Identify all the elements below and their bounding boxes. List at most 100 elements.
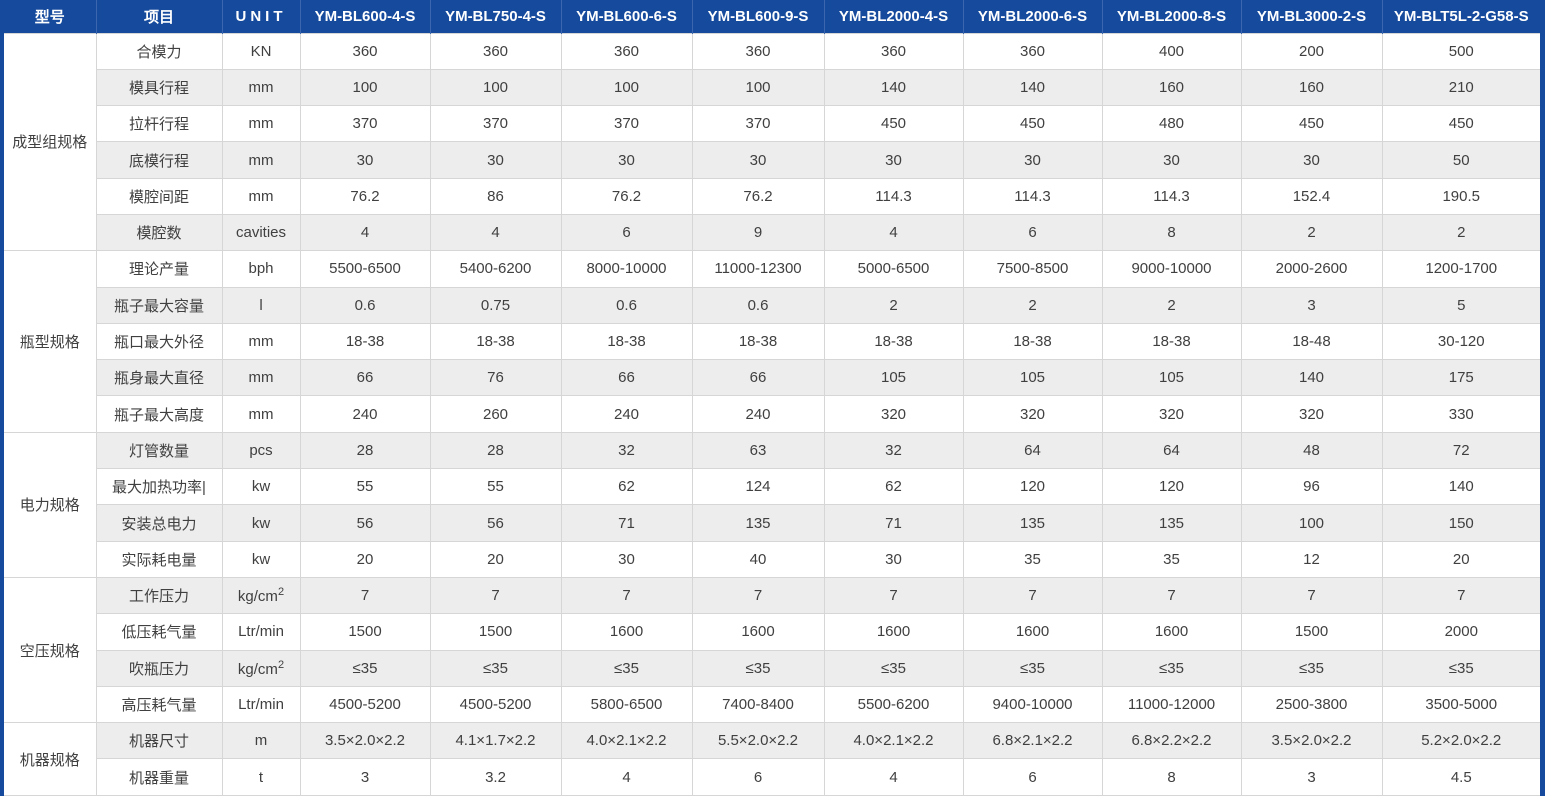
spec-value-cell: 1600: [962, 613, 1103, 651]
spec-value-cell: 0.6: [691, 286, 825, 324]
spec-value-cell: 320: [823, 395, 964, 433]
spec-item-label: 高压耗气量: [95, 685, 223, 724]
spec-value-cell: 5.5×2.0×2.2: [691, 722, 825, 760]
spec-value-cell: 120: [1101, 468, 1242, 506]
table-row: 拉杆行程 mm 370 370 370 370 450 450 480 450 450: [4, 105, 1540, 143]
machine-spec-table: 型号 项目 UNIT YM-BL600-4-S YM-BL750-4-S YM-BL…: [4, 0, 1540, 796]
spec-value-cell: 40: [691, 540, 825, 578]
spec-value-cell: 370: [299, 105, 431, 143]
spec-value-cell: 7: [691, 576, 825, 615]
spec-value-cell: 12: [1240, 540, 1383, 578]
spec-value-cell: 114.3: [1101, 177, 1242, 215]
spec-value-cell: 63: [691, 431, 825, 470]
spec-value-cell: 8000-10000: [560, 250, 693, 288]
spec-unit-label: cavities: [221, 213, 301, 252]
column-header-model: YM-BL600-6-S: [560, 0, 692, 33]
spec-value-cell: ≤35: [1381, 649, 1540, 687]
row-group-label: 空压规格: [4, 576, 97, 724]
spec-value-cell: 6: [560, 213, 693, 252]
spec-value-cell: 360: [691, 32, 825, 70]
spec-value-cell: 30: [691, 141, 825, 179]
spec-value-cell: 35: [962, 540, 1103, 578]
spec-value-cell: 62: [560, 468, 693, 506]
spec-item-label: 瓶子最大高度: [95, 395, 223, 433]
table-row: 模腔间距 mm 76.2 86 76.2 76.2 114.3 114.3 114.3 152.4…: [4, 177, 1540, 215]
spec-value-cell: 1500: [299, 613, 431, 651]
spec-value-cell: 4500-5200: [299, 685, 431, 724]
spec-value-cell: 6: [962, 213, 1103, 252]
spec-item-label: 合模力: [95, 32, 223, 70]
table-row: 模具行程 mm 100 100 100 100 140 140 160 160 210: [4, 68, 1540, 107]
spec-value-cell: 100: [560, 68, 693, 107]
table-row: 瓶身最大直径 mm 66 76 66 66 105 105 105 140 175: [4, 359, 1540, 397]
column-header-item: 项目: [95, 0, 222, 33]
spec-item-label: 模具行程: [95, 68, 223, 107]
spec-value-cell: 86: [429, 177, 562, 215]
spec-item-label: 理论产量: [95, 250, 223, 288]
spec-value-cell: 320: [1240, 395, 1383, 433]
spec-value-cell: 1200-1700: [1381, 250, 1540, 288]
spec-value-cell: 135: [1101, 504, 1242, 542]
spec-value-cell: 360: [429, 32, 562, 70]
spec-unit-label: mm: [221, 105, 301, 143]
spec-value-cell: 360: [299, 32, 431, 70]
spec-value-cell: 100: [691, 68, 825, 107]
spec-value-cell: 480: [1101, 105, 1242, 143]
spec-unit-label: mm: [221, 177, 301, 215]
spec-value-cell: 7: [1381, 576, 1540, 615]
spec-value-cell: ≤35: [1240, 649, 1383, 687]
spec-value-cell: 9000-10000: [1101, 250, 1242, 288]
spec-value-cell: 30: [299, 141, 431, 179]
spec-value-cell: 7: [299, 576, 431, 615]
table-row: 空压规格 工作压力 kg/cm2 7 7 7 7 7 7 7 7 7: [4, 576, 1540, 724]
spec-item-label: 机器尺寸: [95, 722, 223, 760]
spec-value-cell: 160: [1240, 68, 1383, 107]
spec-value-cell: 66: [299, 359, 431, 397]
spec-value-cell: 30: [560, 141, 693, 179]
spec-value-cell: 4500-5200: [429, 685, 562, 724]
spec-value-cell: 2: [962, 286, 1103, 324]
spec-value-cell: 400: [1101, 32, 1242, 70]
spec-value-cell: 28: [299, 431, 431, 470]
table-row: 成型组规格 合模力 KN 360 360 360 360 360 360 400 200 500: [4, 32, 1540, 252]
table-row: 模腔数 cavities 4 4 6 9 4 6 8 2 2: [4, 213, 1540, 252]
spec-value-cell: 100: [1240, 504, 1383, 542]
spec-value-cell: 5500-6500: [299, 250, 431, 288]
spec-item-label: 工作压力: [95, 576, 223, 615]
spec-value-cell: 76: [429, 359, 562, 397]
spec-value-cell: 76.2: [299, 177, 431, 215]
spec-item-label: 安装总电力: [95, 504, 223, 542]
table-body: 成型组规格 合模力 KN 360 360 360 360 360 360 400 200 500 模具行…: [4, 32, 1540, 796]
spec-value-cell: 140: [1240, 359, 1383, 397]
spec-value-cell: 56: [299, 504, 431, 542]
spec-value-cell: 190.5: [1381, 177, 1540, 215]
spec-value-cell: 20: [429, 540, 562, 578]
spec-item-label: 瓶身最大直径: [95, 359, 223, 397]
spec-value-cell: 1500: [1240, 613, 1383, 651]
spec-unit-label: kw: [221, 540, 301, 578]
spec-value-cell: 5800-6500: [560, 685, 693, 724]
spec-value-cell: 3.5×2.0×2.2: [1240, 722, 1383, 760]
table-row: 瓶型规格 理论产量 bph 5500-6500 5400-6200 8000-10000 1…: [4, 250, 1540, 433]
spec-value-cell: 4.0×2.1×2.2: [823, 722, 964, 760]
spec-value-cell: ≤35: [691, 649, 825, 687]
spec-value-cell: 6: [962, 758, 1103, 796]
spec-value-cell: 4.0×2.1×2.2: [560, 722, 693, 760]
spec-value-cell: 200: [1240, 32, 1383, 70]
row-group-label: 电力规格: [4, 431, 97, 578]
spec-value-cell: 320: [962, 395, 1103, 433]
spec-unit-label: kg/cm2: [221, 649, 301, 687]
spec-value-cell: 71: [560, 504, 693, 542]
spec-value-cell: 500: [1381, 32, 1540, 70]
column-header-model: YM-BL2000-6-S: [962, 0, 1102, 33]
spec-value-cell: 3.2: [429, 758, 562, 796]
spec-value-cell: 7500-8500: [962, 250, 1103, 288]
spec-value-cell: 105: [1101, 359, 1242, 397]
spec-unit-label: Ltr/min: [221, 685, 301, 724]
spec-value-cell: ≤35: [962, 649, 1103, 687]
table-row: 电力规格 灯管数量 pcs 28 28 32 63 32 64 64 48 72: [4, 431, 1540, 578]
spec-value-cell: ≤35: [299, 649, 431, 687]
spec-value-cell: 35: [1101, 540, 1242, 578]
spec-value-cell: 4: [560, 758, 693, 796]
spec-value-cell: 56: [429, 504, 562, 542]
